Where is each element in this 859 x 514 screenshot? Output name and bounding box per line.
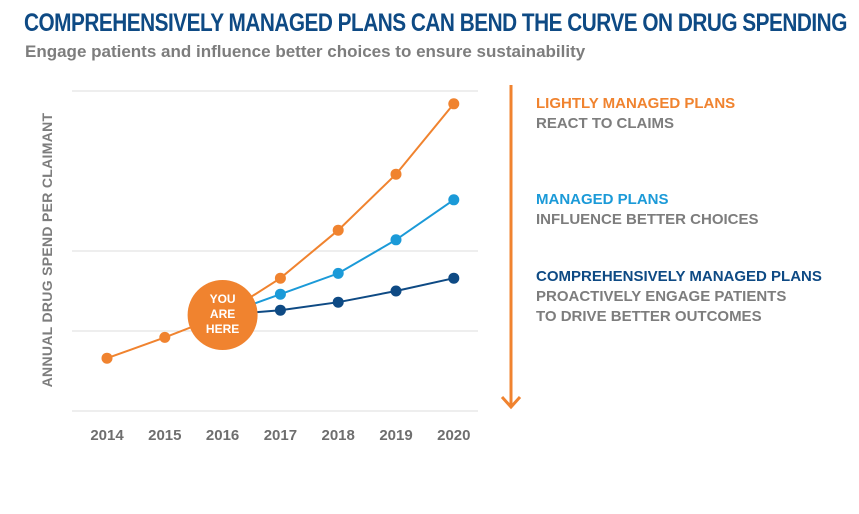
data-point xyxy=(390,285,402,297)
legend-description: REACT TO CLAIMS xyxy=(536,115,675,132)
marker-text: ARE xyxy=(210,307,235,321)
data-point xyxy=(101,352,113,364)
x-tick-label: 2015 xyxy=(148,427,181,444)
page-title: COMPREHENSIVELY MANAGED PLANS CAN BEND T… xyxy=(24,9,847,37)
legend-name: COMPREHENSIVELY MANAGED PLANS xyxy=(536,268,822,285)
series-0 xyxy=(101,98,460,364)
x-tick-label: 2018 xyxy=(322,427,355,444)
legend-description: INFLUENCE BETTER CHOICES xyxy=(536,211,759,228)
series-layer xyxy=(101,98,460,364)
data-point xyxy=(274,288,286,300)
data-point xyxy=(332,296,344,308)
x-tick-label: 2017 xyxy=(264,427,297,444)
x-tick-label: 2014 xyxy=(90,427,124,444)
data-point xyxy=(332,267,344,279)
page-subtitle: Engage patients and influence better cho… xyxy=(25,42,586,61)
legend-name: LIGHTLY MANAGED PLANS xyxy=(536,95,736,112)
legend-description: PROACTIVELY ENGAGE PATIENTS xyxy=(536,288,787,305)
y-axis-label: ANNUAL DRUG SPEND PER CLAIMANT xyxy=(39,112,55,387)
series-line xyxy=(222,277,455,316)
down-arrow xyxy=(500,85,522,410)
data-point xyxy=(390,168,402,180)
data-point xyxy=(332,224,344,236)
marker-text: HERE xyxy=(206,322,239,336)
x-tick-label: 2019 xyxy=(379,427,412,444)
x-tick-label: 2020 xyxy=(437,427,470,444)
data-point xyxy=(274,304,286,316)
legend-item: MANAGED PLANS INFLUENCE BETTER CHOICES xyxy=(536,190,759,230)
series-line xyxy=(106,103,455,360)
x-tick-label: 2016 xyxy=(206,427,239,444)
x-axis-ticks: 2014 2015 2016 2017 2018 2019 2020 xyxy=(90,427,470,444)
data-point xyxy=(448,98,460,110)
legend-item: LIGHTLY MANAGED PLANS REACT TO CLAIMS xyxy=(536,94,735,134)
arrow-head xyxy=(500,395,522,410)
legend-item: COMPREHENSIVELY MANAGED PLANS PROACTIVELY… xyxy=(536,267,822,327)
data-point xyxy=(390,234,402,246)
data-point xyxy=(448,194,460,206)
data-point xyxy=(274,272,286,284)
marker-circle xyxy=(187,280,258,350)
legend-description: TO DRIVE BETTER OUTCOMES xyxy=(536,308,762,325)
legend-name: MANAGED PLANS xyxy=(536,191,669,208)
marker-text: YOU xyxy=(210,292,236,306)
gridlines xyxy=(72,90,478,412)
data-point xyxy=(448,272,460,284)
data-point xyxy=(159,331,171,343)
